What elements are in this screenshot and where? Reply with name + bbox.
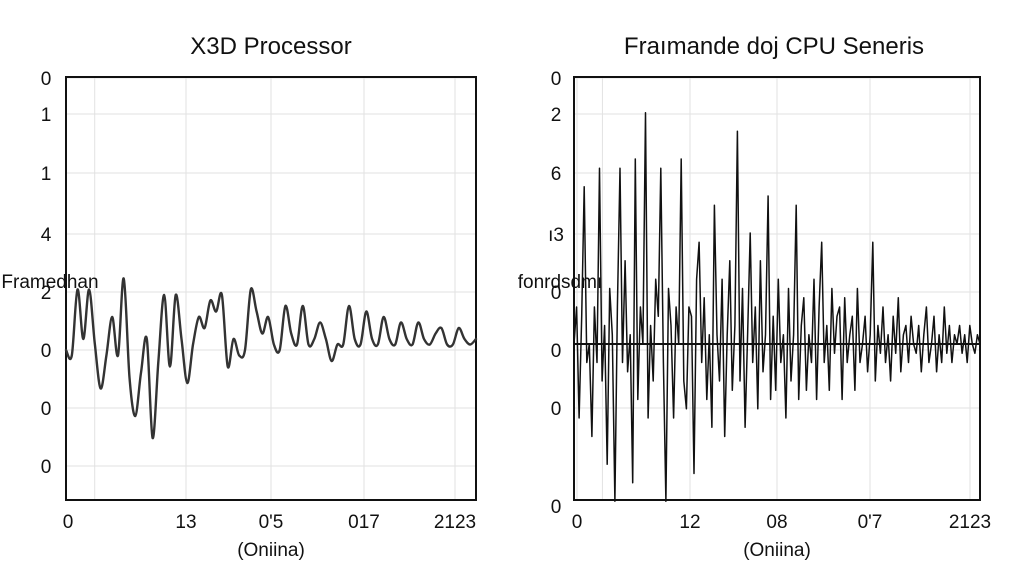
left-chart-title: X3D Processor [190,33,351,60]
right-plot-frame [573,76,981,501]
left-chart-series [64,277,478,440]
right-x-tick-label: 0 [572,512,583,533]
left-y-tick-label: 1 [41,105,52,126]
left-y-tick-labels: 0 1 1 4 2 0 0 0 [41,69,52,478]
right-y-tick-labels: 0 2 6 ı3 0 0 0 0 [548,69,564,518]
left-chart-grid [66,77,476,500]
left-plot-frame [65,76,477,501]
left-x-tick-label: 2123 [434,512,476,533]
left-x-axis-label: (Oniina) [237,540,305,561]
right-y-tick-label: 0 [551,283,562,304]
left-y-tick-label: 1 [41,164,52,185]
right-y-tick-label: 0 [551,341,562,362]
right-chart-series [573,112,981,503]
right-x-tick-label: 2123 [949,512,991,533]
left-x-tick-label: 0'5 [259,512,284,533]
left-x-tick-label: 13 [175,512,196,533]
right-y-tick-label: 0 [551,497,562,518]
right-x-tick-label: 12 [679,512,700,533]
right-y-tick-label: 0 [551,69,562,90]
right-y-axis-label: fonrdsdmı [518,272,602,293]
right-y-tick-label: 0 [551,399,562,420]
right-chart-title: Fraımande doj CPU Seneris [624,33,924,60]
right-y-tick-label: ı3 [548,225,564,246]
left-x-tick-labels: 0 13 0'5 017 2123 [63,512,476,533]
left-y-tick-label: 0 [41,457,52,478]
right-x-axis-label: (Oniina) [743,540,811,561]
right-series-line [573,112,981,503]
left-y-tick-label: 2 [41,283,52,304]
left-x-tick-label: 0 [63,512,74,533]
left-series-line [64,277,478,440]
left-x-tick-label: 017 [348,512,380,533]
left-y-axis-label: Framedhan [1,272,98,293]
left-chart-panel: X3D Processor 0 1 1 4 2 0 0 0 0 13 0'5 017 2123 Fra… [1,33,478,561]
right-x-tick-label: 08 [766,512,787,533]
left-y-tick-label: 4 [41,225,52,246]
right-y-tick-label: 6 [551,164,562,185]
right-x-tick-label: 0'7 [858,512,883,533]
right-x-tick-labels: 0 12 08 0'7 2123 [572,512,991,533]
left-y-tick-label: 0 [41,399,52,420]
left-y-tick-label: 0 [41,69,52,90]
left-y-tick-label: 0 [41,341,52,362]
right-y-tick-label: 2 [551,105,562,126]
